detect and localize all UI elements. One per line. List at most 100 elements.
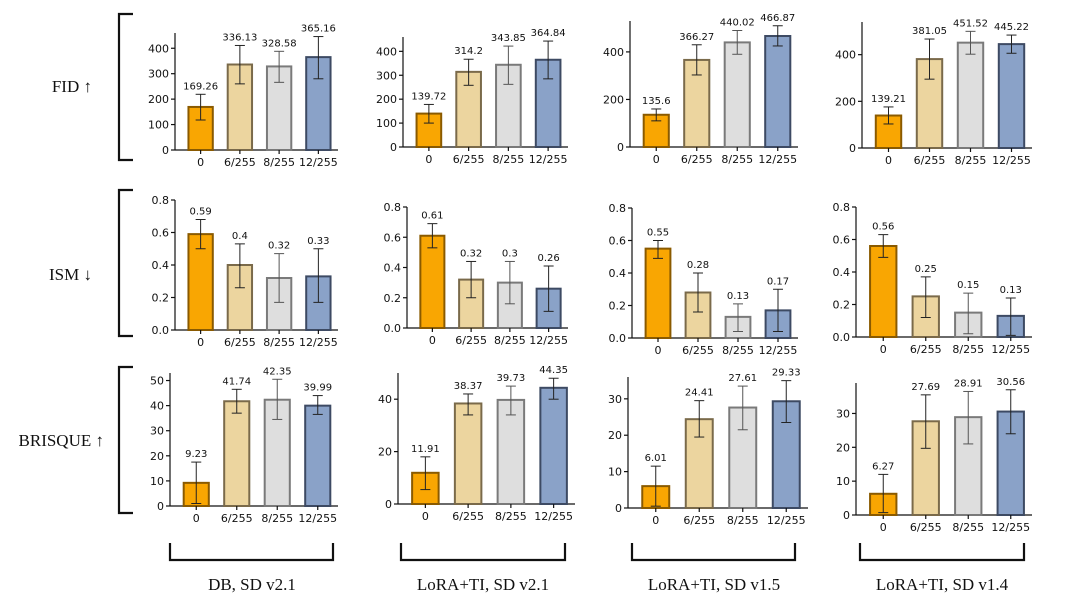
y-tick-label: 0 [849, 142, 856, 155]
y-tick-label: 400 [603, 46, 624, 59]
x-tick-label: 6/255 [224, 156, 256, 169]
data-label: 0.32 [460, 248, 482, 259]
data-label: 365.16 [301, 24, 336, 35]
x-tick-label: 6/255 [682, 344, 714, 357]
x-tick-label: 12/255 [529, 334, 568, 347]
x-tick-label: 8/255 [955, 154, 987, 167]
data-label: 41.74 [222, 376, 251, 387]
x-tick-label: 0 [653, 153, 660, 166]
data-label: 0.26 [537, 253, 559, 264]
y-tick-label: 30 [836, 407, 850, 420]
x-tick-label: 8/255 [261, 512, 293, 525]
y-tick-label: 0 [390, 141, 397, 154]
data-label: 0.59 [189, 207, 211, 218]
x-tick-label: 0 [655, 344, 662, 357]
data-label: 0.61 [421, 211, 443, 222]
data-label: 328.58 [262, 38, 297, 49]
y-tick-label: 40 [150, 400, 164, 413]
data-label: 466.87 [760, 13, 795, 24]
y-tick-label: 10 [150, 475, 164, 488]
y-tick-label: 0 [162, 144, 169, 157]
y-tick-label: 0.2 [609, 300, 627, 313]
y-tick-label: 300 [148, 68, 169, 81]
row-bracket-fid [117, 12, 133, 162]
x-tick-label: 12/255 [758, 153, 797, 166]
col-bracket-lora-sd15 [630, 543, 797, 562]
x-tick-label: 12/255 [991, 521, 1030, 534]
y-tick-label: 0 [843, 509, 850, 522]
y-tick-label: 200 [148, 93, 169, 106]
data-label: 0.15 [957, 280, 979, 291]
x-tick-label: 6/255 [452, 510, 484, 523]
y-tick-label: 100 [376, 117, 397, 130]
x-tick-label: 8/255 [952, 521, 984, 534]
bar [419, 234, 446, 329]
data-label: 314.2 [454, 46, 483, 57]
x-tick-label: 12/255 [298, 512, 337, 525]
y-tick-label: 0.8 [152, 194, 170, 207]
row-bracket-ism [117, 188, 133, 338]
bar [223, 400, 251, 507]
y-tick-label: 100 [148, 119, 169, 132]
col-bracket-db-sd21 [168, 543, 335, 562]
panel-brisque-col4: 0 10 20 30 6.27 0 27.69 6/255 28.91 8/255 30.56 12/… [836, 377, 1032, 534]
data-label: 38.37 [454, 381, 483, 392]
y-tick-label: 0 [615, 502, 622, 515]
bar [997, 43, 1026, 149]
y-tick-label: 0.8 [833, 201, 851, 214]
panel-ism-col3: 0.0 0.2 0.4 0.6 0.8 0.55 0 0.28 6/255 0.13 8/255 0.… [609, 202, 798, 357]
data-label: 27.61 [728, 373, 757, 384]
x-tick-label: 6/255 [914, 154, 946, 167]
x-tick-label: 0 [880, 521, 887, 534]
x-tick-label: 8/255 [493, 153, 525, 166]
y-tick-label: 400 [835, 49, 856, 62]
x-tick-label: 12/255 [299, 156, 338, 169]
y-tick-label: 200 [376, 93, 397, 106]
y-tick-label: 0.6 [609, 235, 627, 248]
x-tick-label: 6/255 [224, 336, 256, 349]
panel-fid-col1: 0 100 200 300 400 169.26 0 336.13 6/255 328.58 8/2… [148, 24, 338, 169]
x-tick-label: 12/255 [299, 336, 338, 349]
y-tick-label: 0.0 [152, 324, 170, 337]
x-tick-label: 6/255 [453, 153, 485, 166]
y-tick-label: 300 [376, 69, 397, 82]
data-label: 0.33 [307, 236, 329, 247]
bar [869, 245, 898, 338]
x-tick-label: 0 [197, 336, 204, 349]
bar [304, 404, 332, 507]
y-tick-label: 0 [617, 141, 624, 154]
y-tick-label: 0.4 [833, 266, 851, 279]
y-tick-label: 0 [385, 498, 392, 511]
y-tick-label: 10 [836, 475, 850, 488]
x-tick-label: 12/255 [992, 154, 1031, 167]
bar [496, 398, 526, 506]
y-tick-label: 20 [836, 441, 850, 454]
col-label-lora-sd15: LoRA+TI, SD v1.5 [648, 575, 780, 594]
data-label: 0.25 [915, 264, 937, 275]
x-tick-label: 0 [422, 510, 429, 523]
data-label: 139.21 [871, 94, 906, 105]
data-label: 0.32 [268, 241, 290, 252]
y-tick-label: 0.0 [833, 331, 851, 344]
x-tick-label: 6/255 [681, 153, 713, 166]
y-tick-label: 10 [608, 466, 622, 479]
y-tick-label: 0 [157, 500, 164, 513]
y-tick-label: 0.0 [609, 332, 627, 345]
x-tick-label: 6/255 [221, 512, 253, 525]
data-label: 0.28 [687, 260, 709, 271]
y-tick-label: 0.6 [833, 234, 851, 247]
x-tick-label: 12/255 [991, 343, 1030, 356]
data-label: 42.35 [263, 366, 292, 377]
data-label: 0.3 [502, 248, 518, 259]
row-label-fid: FID ↑ [52, 77, 92, 96]
data-label: 24.41 [685, 388, 714, 399]
y-tick-label: 0.4 [384, 262, 402, 275]
bar [956, 41, 985, 149]
panel-fid-col4: 0 200 400 139.21 0 381.05 6/255 451.52 8/255 445.… [835, 18, 1032, 167]
x-tick-label: 8/255 [727, 514, 759, 527]
data-label: 139.72 [411, 91, 446, 102]
x-tick-label: 8/255 [263, 156, 295, 169]
data-label: 445.22 [994, 22, 1029, 33]
x-tick-label: 0 [885, 154, 892, 167]
